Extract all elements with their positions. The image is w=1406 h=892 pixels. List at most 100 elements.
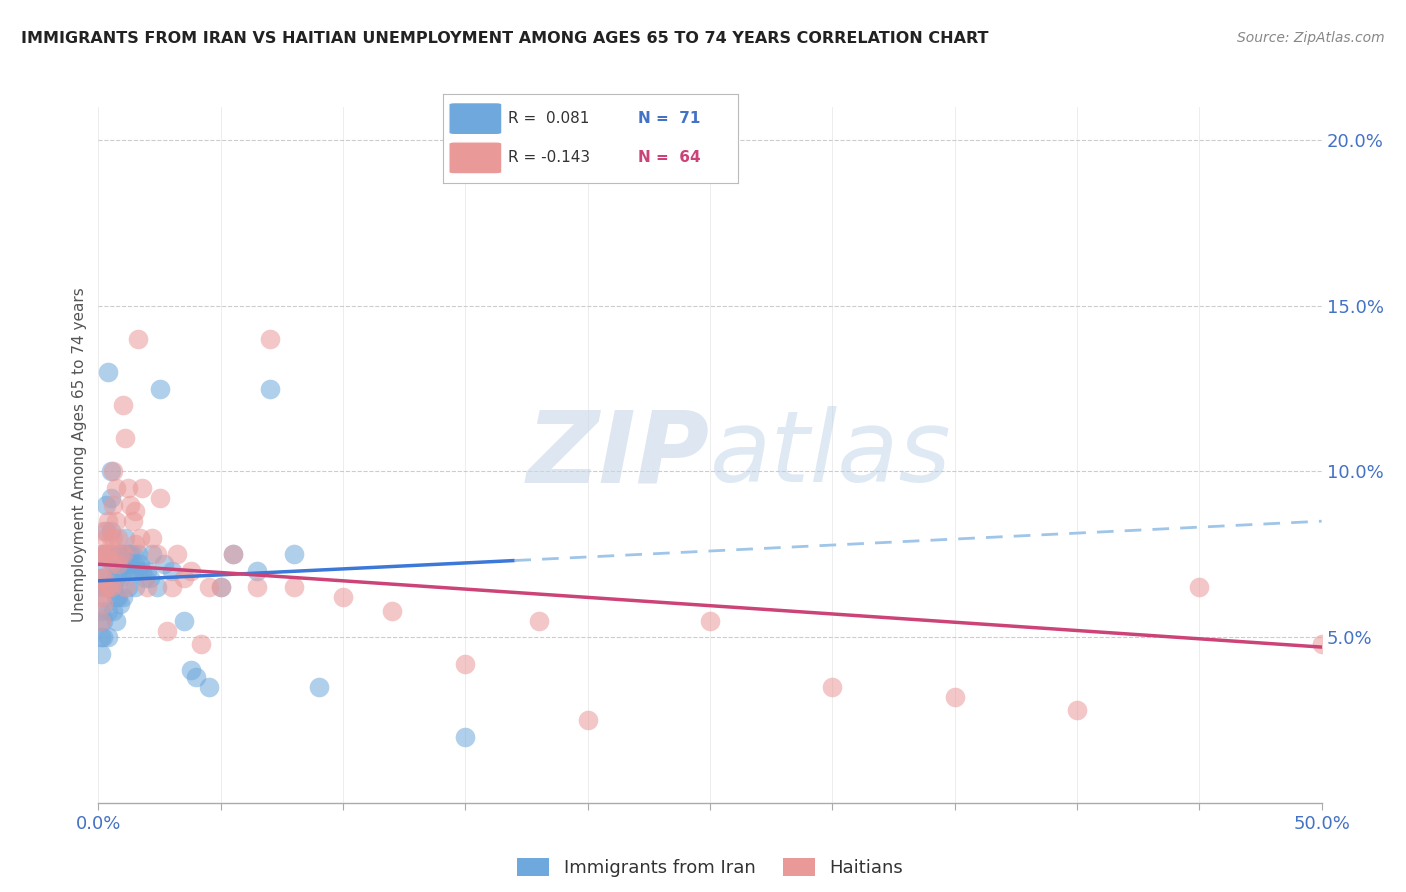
Point bbox=[94, 524, 117, 538]
Point bbox=[101, 498, 124, 512]
Point bbox=[94, 531, 117, 545]
Point bbox=[91, 524, 114, 538]
Point bbox=[117, 547, 139, 561]
Point bbox=[121, 547, 143, 561]
Point bbox=[136, 581, 159, 595]
Point bbox=[124, 537, 146, 551]
Point bbox=[94, 498, 117, 512]
Legend: Immigrants from Iran, Haitians: Immigrants from Iran, Haitians bbox=[509, 850, 911, 884]
Point bbox=[114, 531, 136, 545]
Point bbox=[576, 713, 599, 727]
Point bbox=[90, 604, 112, 618]
Point bbox=[94, 547, 117, 561]
Point bbox=[308, 680, 330, 694]
Point bbox=[246, 581, 269, 595]
Point bbox=[190, 637, 212, 651]
Point bbox=[699, 614, 721, 628]
Point bbox=[94, 547, 117, 561]
Point bbox=[527, 614, 550, 628]
Point bbox=[127, 547, 149, 561]
Point bbox=[259, 332, 281, 346]
Point bbox=[129, 558, 152, 572]
Point bbox=[90, 591, 112, 605]
Point bbox=[111, 547, 134, 561]
Point bbox=[173, 614, 195, 628]
Text: R = -0.143: R = -0.143 bbox=[508, 151, 591, 165]
Point bbox=[129, 531, 152, 545]
Point bbox=[110, 547, 132, 561]
Text: N =  64: N = 64 bbox=[638, 151, 700, 165]
Point bbox=[111, 547, 134, 561]
Point bbox=[90, 630, 112, 644]
Point bbox=[101, 604, 124, 618]
Point bbox=[91, 570, 114, 584]
Text: Source: ZipAtlas.com: Source: ZipAtlas.com bbox=[1237, 31, 1385, 45]
Point bbox=[166, 547, 188, 561]
Point bbox=[90, 570, 112, 584]
Point bbox=[107, 564, 129, 578]
Point bbox=[104, 514, 127, 528]
Point bbox=[101, 558, 124, 572]
Point bbox=[222, 547, 245, 561]
Point bbox=[90, 581, 112, 595]
Point bbox=[139, 570, 162, 584]
Point bbox=[101, 465, 124, 479]
Point bbox=[114, 558, 136, 572]
Point bbox=[131, 564, 153, 578]
Point bbox=[90, 570, 112, 584]
Point bbox=[104, 614, 127, 628]
Point bbox=[124, 581, 146, 595]
Point bbox=[111, 398, 134, 412]
Point bbox=[97, 547, 120, 561]
Point bbox=[104, 570, 127, 584]
Point bbox=[107, 547, 129, 561]
Point bbox=[209, 581, 232, 595]
Point bbox=[283, 547, 305, 561]
Point bbox=[141, 547, 163, 561]
Point bbox=[131, 481, 153, 495]
Point bbox=[100, 558, 122, 572]
FancyBboxPatch shape bbox=[449, 103, 502, 135]
Y-axis label: Unemployment Among Ages 65 to 74 years: Unemployment Among Ages 65 to 74 years bbox=[72, 287, 87, 623]
Text: IMMIGRANTS FROM IRAN VS HAITIAN UNEMPLOYMENT AMONG AGES 65 TO 74 YEARS CORRELATI: IMMIGRANTS FROM IRAN VS HAITIAN UNEMPLOY… bbox=[21, 31, 988, 46]
Point bbox=[104, 591, 127, 605]
Point bbox=[91, 630, 114, 644]
Point bbox=[91, 591, 114, 605]
Point bbox=[160, 581, 183, 595]
Point bbox=[117, 481, 139, 495]
Point bbox=[110, 570, 132, 584]
Text: R =  0.081: R = 0.081 bbox=[508, 112, 589, 126]
Point bbox=[246, 564, 269, 578]
Point bbox=[91, 597, 114, 611]
Point bbox=[90, 614, 112, 628]
Point bbox=[943, 690, 966, 704]
Point bbox=[136, 564, 159, 578]
Point bbox=[100, 581, 122, 595]
Point bbox=[97, 604, 120, 618]
Point bbox=[222, 547, 245, 561]
Point bbox=[101, 531, 124, 545]
Point bbox=[100, 531, 122, 545]
Point bbox=[94, 581, 117, 595]
Point bbox=[127, 564, 149, 578]
FancyBboxPatch shape bbox=[449, 142, 502, 174]
Point bbox=[121, 564, 143, 578]
Point bbox=[121, 514, 143, 528]
Point bbox=[146, 581, 169, 595]
Point bbox=[100, 547, 122, 561]
Point bbox=[381, 604, 404, 618]
Text: ZIP: ZIP bbox=[527, 407, 710, 503]
Point bbox=[114, 431, 136, 445]
Point bbox=[120, 547, 142, 561]
Point bbox=[97, 581, 120, 595]
Point bbox=[1066, 703, 1088, 717]
Point bbox=[1310, 637, 1333, 651]
Point bbox=[110, 597, 132, 611]
Point bbox=[134, 570, 156, 584]
Point bbox=[120, 564, 142, 578]
Point bbox=[107, 591, 129, 605]
Point bbox=[454, 730, 477, 744]
Point bbox=[283, 581, 305, 595]
Point bbox=[149, 491, 172, 505]
Point bbox=[197, 581, 219, 595]
